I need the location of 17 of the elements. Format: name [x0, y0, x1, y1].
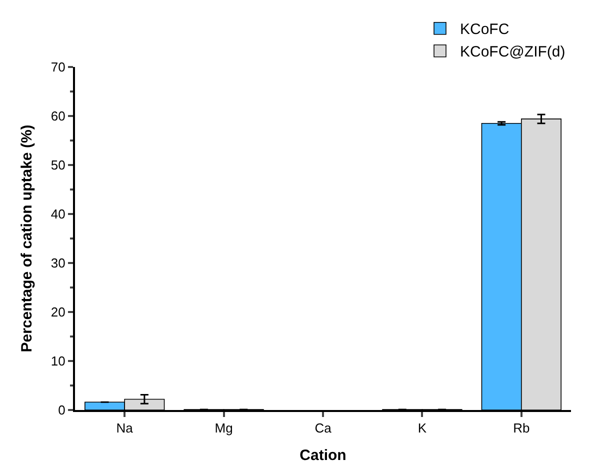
y-tick-label: 60: [50, 108, 66, 124]
y-tick-label: 20: [50, 304, 66, 320]
x-tick-label: Na: [116, 420, 134, 436]
y-axis-title: Percentage of cation uptake (%): [18, 124, 36, 352]
y-tick-label: 0: [58, 402, 66, 418]
y-tick-label: 40: [50, 206, 66, 222]
legend-label: KCoFC@ZIF(d): [460, 44, 566, 61]
x-tick-label: Mg: [214, 420, 233, 436]
x-tick-label: Ca: [314, 420, 332, 436]
x-tick-label: K: [418, 420, 427, 436]
y-tick-label: 30: [50, 256, 66, 271]
y-tick-label: 10: [50, 354, 66, 369]
x-axis-title: Cation: [300, 447, 346, 464]
y-tick-label: 50: [50, 158, 66, 173]
x-tick-label: Rb: [513, 420, 530, 436]
legend-label: KCoFC: [460, 21, 510, 38]
y-tick-label: 70: [50, 60, 66, 75]
